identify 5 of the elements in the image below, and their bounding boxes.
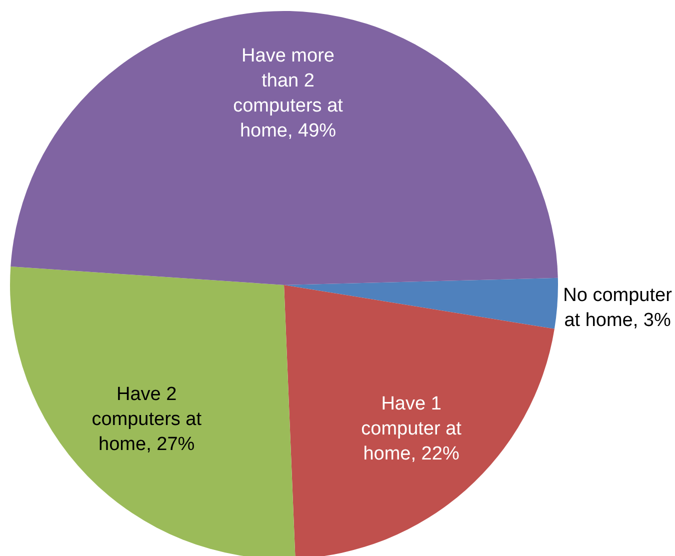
- slice-label: Have more than 2 computers at home, 49%: [233, 46, 344, 142]
- pie-slice: [10, 11, 558, 285]
- slice-label: Have 2 computers at home, 27%: [92, 384, 202, 455]
- slice-label: No computer at home, 3%: [563, 285, 673, 332]
- slice-label: Have 1 computer at home, 22%: [361, 393, 462, 464]
